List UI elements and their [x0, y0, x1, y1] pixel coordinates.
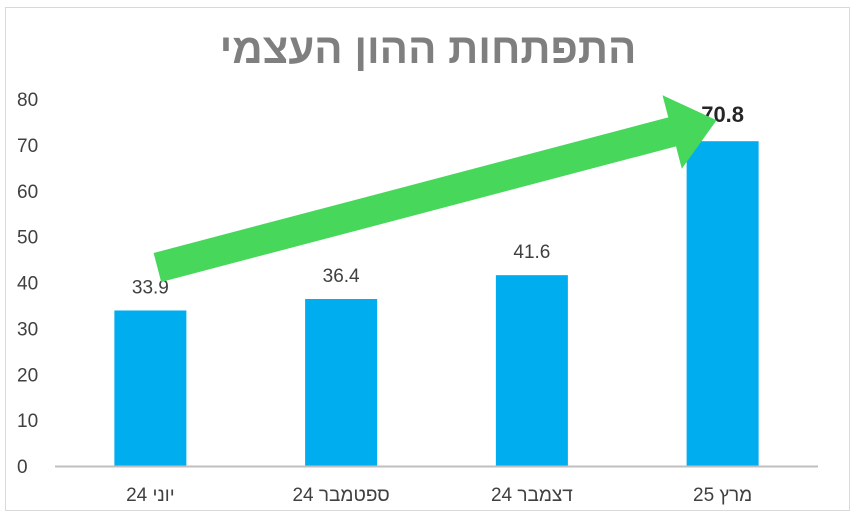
chart-title: התפתחות ההון העצמי — [220, 25, 637, 72]
bar — [495, 275, 568, 466]
y-tick-label: 60 — [17, 182, 38, 203]
y-tick-label: 80 — [17, 90, 38, 111]
y-tick-label: 20 — [17, 365, 38, 386]
bars — [114, 141, 759, 466]
value-labels: 33.936.441.670.8 — [132, 102, 744, 298]
y-tick-label: 0 — [17, 457, 28, 478]
trend-arrow — [153, 95, 717, 282]
x-axis-ticks: יוני 24 ספטמבר 24 דצמבר 24 מרץ 25 — [126, 485, 752, 506]
y-tick-label: 10 — [17, 411, 38, 432]
x-tick-label: דצמבר 24 — [491, 485, 573, 506]
x-tick-label: מרץ 25 — [693, 485, 752, 506]
x-tick-label: יוני 24 — [126, 485, 175, 506]
y-tick-label: 30 — [17, 319, 38, 340]
y-tick-label: 70 — [17, 136, 38, 157]
data-label: 41.6 — [513, 242, 550, 263]
bar — [114, 310, 187, 466]
x-tick-label: ספטמבר 24 — [292, 485, 389, 506]
y-tick-label: 50 — [17, 228, 38, 249]
bar — [305, 299, 378, 466]
bar — [686, 141, 759, 466]
y-axis-ticks: 0 10 20 30 40 50 60 70 80 — [17, 90, 38, 478]
data-label: 36.4 — [323, 266, 360, 287]
data-label: 33.9 — [132, 277, 169, 298]
y-tick-label: 40 — [17, 274, 38, 295]
